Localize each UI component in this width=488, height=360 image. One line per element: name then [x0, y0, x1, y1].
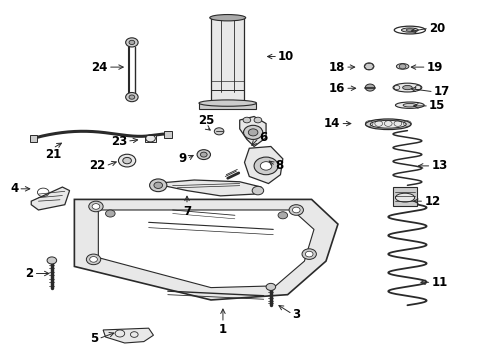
Text: 25: 25	[198, 114, 214, 127]
Circle shape	[254, 157, 278, 175]
Text: 9: 9	[179, 152, 186, 165]
Polygon shape	[153, 180, 261, 196]
Circle shape	[122, 157, 131, 164]
Circle shape	[154, 182, 162, 189]
Circle shape	[254, 117, 261, 123]
Polygon shape	[239, 117, 265, 147]
Polygon shape	[144, 135, 156, 142]
Polygon shape	[74, 199, 337, 300]
Text: 8: 8	[275, 159, 284, 172]
Circle shape	[129, 40, 135, 45]
Circle shape	[125, 93, 138, 102]
Polygon shape	[199, 103, 256, 109]
Text: 12: 12	[424, 195, 440, 208]
Polygon shape	[210, 18, 244, 102]
Ellipse shape	[401, 28, 417, 32]
Text: 2: 2	[25, 267, 34, 280]
Circle shape	[243, 125, 262, 139]
Circle shape	[305, 251, 312, 257]
Circle shape	[302, 249, 316, 259]
Polygon shape	[392, 187, 416, 207]
Circle shape	[252, 186, 263, 195]
Ellipse shape	[402, 85, 411, 90]
Circle shape	[278, 212, 287, 219]
Text: 5: 5	[90, 332, 98, 345]
Ellipse shape	[365, 119, 410, 130]
Text: 10: 10	[278, 50, 294, 63]
Text: 19: 19	[426, 60, 442, 73]
Circle shape	[214, 128, 224, 135]
Circle shape	[200, 152, 207, 157]
Circle shape	[47, 257, 57, 264]
Circle shape	[86, 254, 101, 265]
Text: 22: 22	[89, 159, 105, 172]
Text: 1: 1	[219, 323, 226, 336]
Polygon shape	[244, 147, 282, 184]
Circle shape	[292, 207, 300, 213]
Ellipse shape	[209, 14, 245, 21]
Text: 13: 13	[430, 159, 447, 172]
Ellipse shape	[392, 83, 421, 92]
Text: 3: 3	[292, 307, 300, 320]
Polygon shape	[103, 328, 153, 343]
Text: 23: 23	[111, 135, 127, 148]
Text: 14: 14	[324, 117, 340, 130]
Polygon shape	[31, 187, 69, 210]
Circle shape	[125, 38, 138, 47]
Polygon shape	[98, 210, 313, 288]
Text: 20: 20	[428, 22, 445, 35]
Ellipse shape	[396, 64, 408, 69]
Circle shape	[260, 162, 271, 170]
Circle shape	[288, 205, 303, 215]
Ellipse shape	[369, 120, 406, 128]
Circle shape	[92, 204, 100, 209]
Text: 7: 7	[183, 205, 191, 218]
Ellipse shape	[395, 193, 414, 202]
Circle shape	[243, 117, 250, 123]
Circle shape	[399, 64, 405, 69]
Text: 4: 4	[10, 182, 18, 195]
Circle shape	[149, 179, 166, 192]
Circle shape	[129, 95, 135, 99]
Circle shape	[265, 283, 275, 291]
Text: 21: 21	[44, 148, 61, 161]
Ellipse shape	[402, 103, 416, 107]
Ellipse shape	[395, 102, 424, 108]
Polygon shape	[163, 131, 171, 138]
Text: 6: 6	[258, 131, 266, 144]
Polygon shape	[364, 63, 373, 69]
Text: 15: 15	[428, 99, 445, 112]
Polygon shape	[30, 135, 38, 142]
Text: 11: 11	[430, 276, 447, 289]
Circle shape	[197, 150, 210, 159]
Text: 17: 17	[433, 85, 449, 98]
Ellipse shape	[199, 100, 256, 106]
Text: 18: 18	[328, 60, 345, 73]
Text: 16: 16	[328, 82, 345, 95]
Ellipse shape	[406, 29, 412, 31]
Circle shape	[364, 63, 373, 70]
Circle shape	[105, 210, 115, 217]
Text: 24: 24	[91, 60, 108, 73]
Circle shape	[89, 201, 103, 212]
Circle shape	[248, 129, 257, 136]
Circle shape	[118, 154, 136, 167]
Circle shape	[365, 84, 374, 91]
Circle shape	[89, 257, 97, 262]
